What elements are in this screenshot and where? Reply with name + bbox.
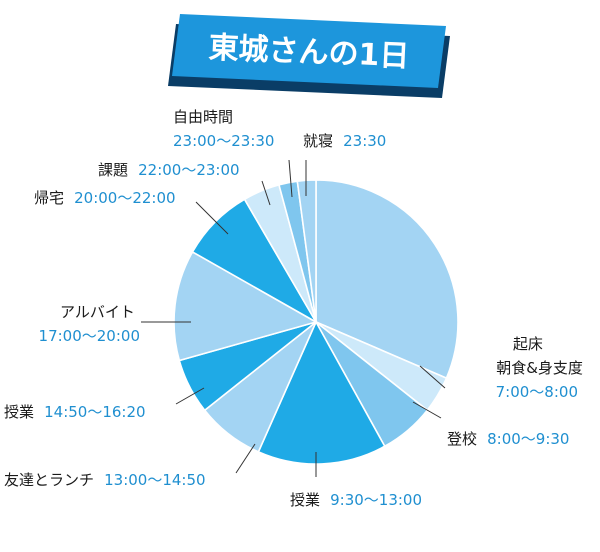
pie-slice-6 [173,250,319,362]
label-sleep: 就寝 23:30 [303,131,386,150]
label-free-time: 自由時間 23:00〜23:30 [173,107,274,150]
label-lunch: 友達とランチ 13:00〜14:50 [4,470,206,489]
label-homework: 課題 22:00〜23:00 [98,160,240,179]
label-wake-up: 起床 朝食&身支度 7:00〜8:00 [496,334,588,401]
pie-slice-3 [257,320,386,465]
label-return-home: 帰宅 20:00〜22:00 [34,188,176,207]
label-class-afternoon: 授業 14:50〜16:20 [4,402,146,421]
label-part-time-job: アルバイト 17:00〜20:00 [39,302,140,345]
pie-slice-0 [315,179,459,380]
label-class-morning: 授業 9:30〜13:00 [290,490,422,509]
pie-slice-10 [296,179,317,323]
title-banner: 東城さんの1日 [168,14,450,98]
label-commute: 登校 8:00〜9:30 [447,429,569,448]
